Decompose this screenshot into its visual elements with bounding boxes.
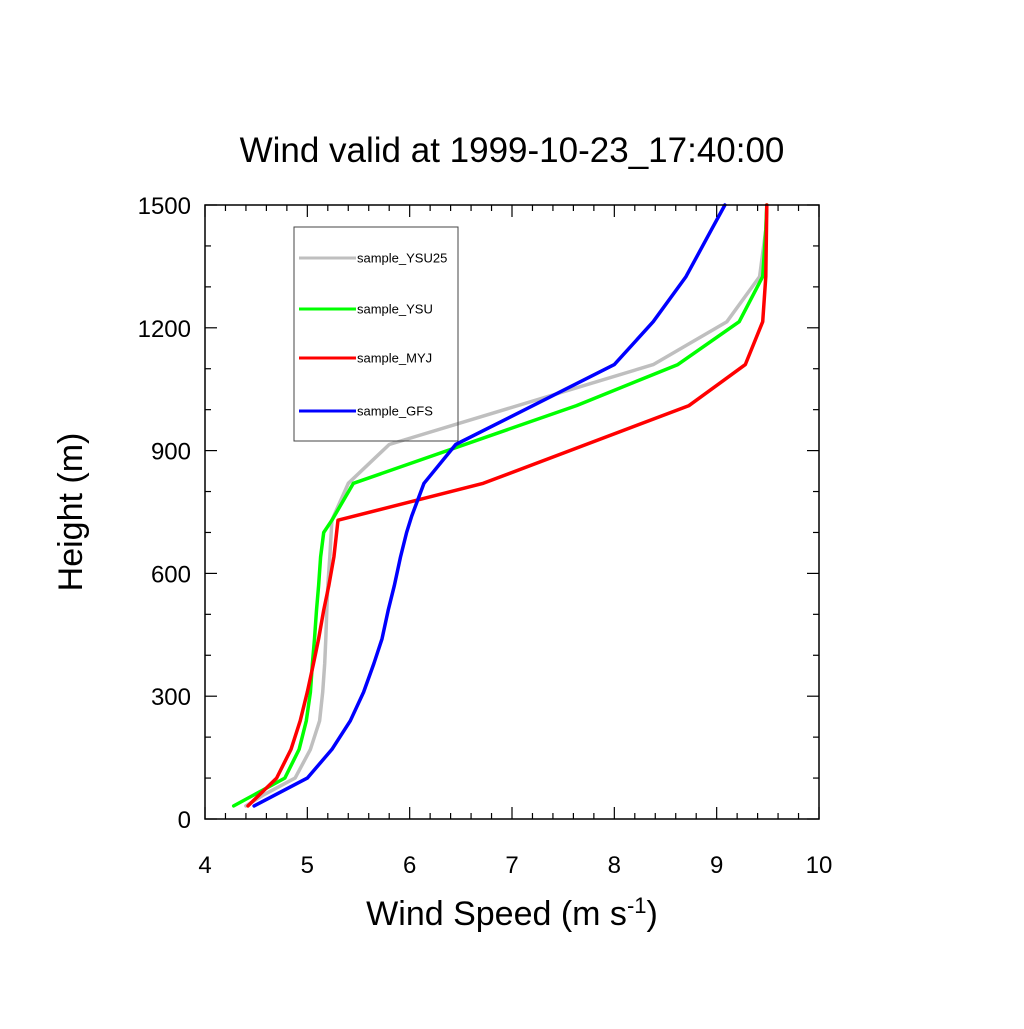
legend-label: sample_GFS <box>357 404 433 419</box>
legend-item: sample_MYJ <box>299 351 432 366</box>
x-tick-label: 6 <box>403 852 416 879</box>
x-tick-label: 10 <box>806 852 833 879</box>
series-lines <box>231 203 769 808</box>
chart-title: Wind valid at 1999-10-23_17:40:00 <box>240 131 785 170</box>
legend-label: sample_YSU25 <box>357 251 447 266</box>
axis-tick-labels: 4 5 6 7 8 9 10 0 300 600 900 1200 1500 <box>138 193 833 879</box>
legend-item: sample_YSU25 <box>299 251 447 266</box>
y-tick-label: 1200 <box>138 316 191 343</box>
legend-label: sample_MYJ <box>357 351 432 366</box>
legend: sample_YSU25 sample_YSU sample_MYJ sample_G… <box>293 226 459 442</box>
legend-item: sample_YSU <box>299 302 433 317</box>
x-axis-title: Wind Speed (m s-1) <box>366 893 658 934</box>
y-tick-label: 1500 <box>138 193 191 220</box>
y-tick-label: 300 <box>151 684 191 711</box>
x-tick-label: 5 <box>301 852 314 879</box>
y-tick-label: 0 <box>178 807 191 834</box>
axis-ticks <box>204 204 820 820</box>
legend-box <box>293 226 459 442</box>
y-axis-title: Height (m) <box>52 433 90 592</box>
legend-item: sample_GFS <box>299 404 433 419</box>
x-axis-title-superscript: -1 <box>627 893 647 918</box>
x-tick-label: 9 <box>710 852 723 879</box>
x-axis-title-end: ) <box>647 895 658 933</box>
x-axis-title-main: Wind Speed (m s <box>366 895 627 933</box>
x-tick-label: 7 <box>505 852 518 879</box>
legend-label: sample_YSU <box>357 302 433 317</box>
series-line-sample-myj <box>246 203 769 808</box>
series-line-sample-ysu <box>231 203 769 808</box>
series-line-sample-gfs <box>252 203 727 808</box>
y-tick-label: 600 <box>151 561 191 588</box>
x-tick-label: 4 <box>198 852 211 879</box>
x-tick-label: 8 <box>608 852 621 879</box>
legend-items: sample_YSU25 sample_YSU sample_MYJ sample_G… <box>299 251 447 419</box>
y-tick-label: 900 <box>151 439 191 466</box>
